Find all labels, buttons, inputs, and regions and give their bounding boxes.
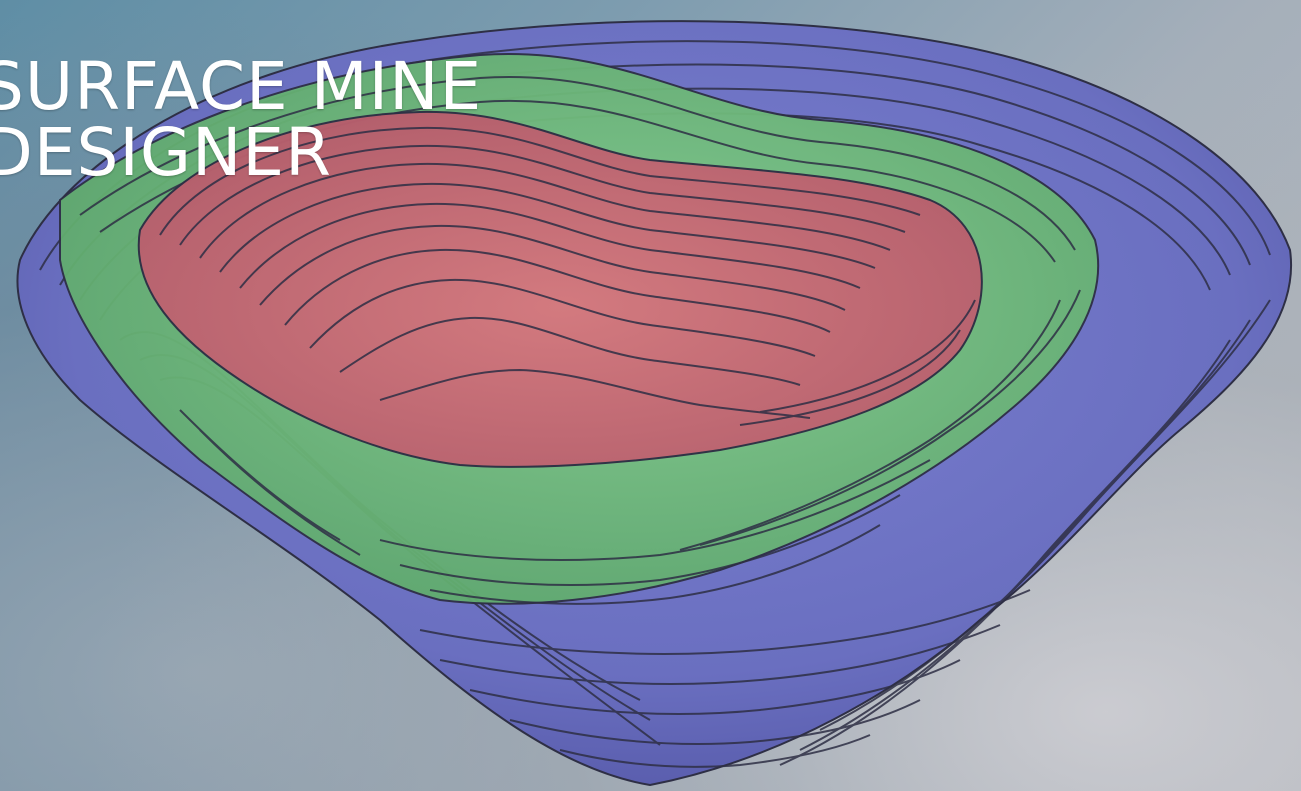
app-title-line-2: DESIGNER [0, 120, 482, 186]
app-title: SURFACE MINE DESIGNER [0, 54, 482, 186]
app-title-line-1: SURFACE MINE [0, 54, 482, 120]
